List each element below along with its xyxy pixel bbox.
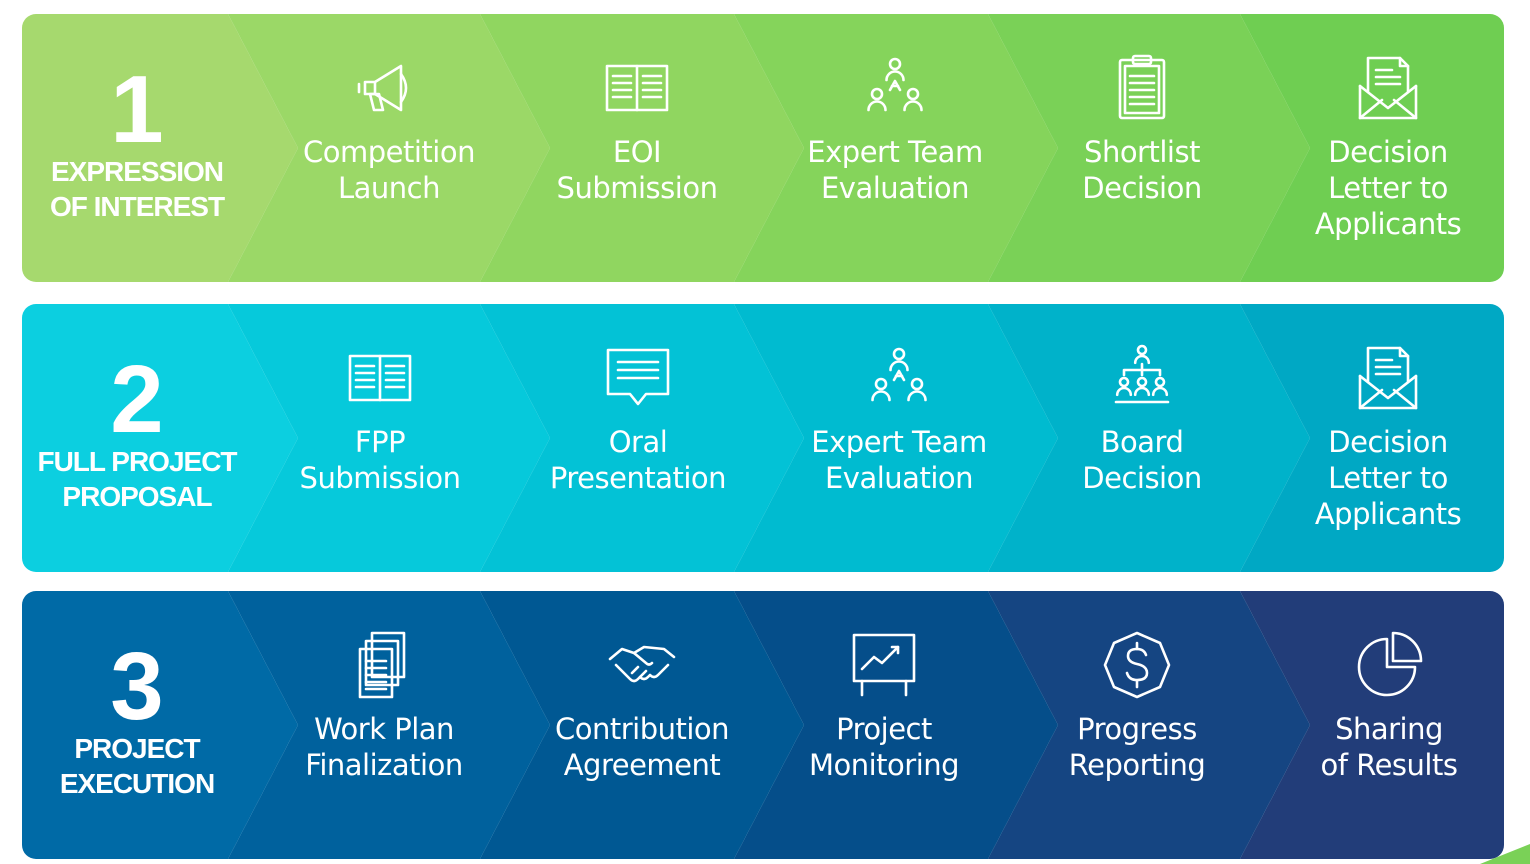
- step: EOI Submission: [511, 14, 763, 282]
- team-icon: [871, 347, 927, 402]
- phase-band-3: 3 PROJECT EXECUTION Work Plan Finalizati…: [22, 591, 1504, 859]
- handshake-icon: [608, 645, 676, 683]
- pie-chart-icon: [1357, 631, 1423, 697]
- step-label: Project Monitoring: [808, 712, 960, 782]
- org-chart-icon: [1106, 342, 1178, 414]
- chart-board-icon: [848, 629, 920, 701]
- step-label: Expert Team Evaluation: [811, 425, 987, 495]
- phase-band-1: 1 EXPRESSION OF INTEREST Competition Lau…: [22, 14, 1504, 282]
- documents-icon: [358, 631, 406, 699]
- phase-number: 3: [110, 633, 164, 740]
- step-label: Competition Launch: [303, 135, 475, 205]
- phase-band-background: [22, 304, 1504, 572]
- phase-title: EXPRESSION OF INTEREST: [49, 156, 225, 222]
- envelope-letter-icon: [1358, 346, 1418, 410]
- step-label: FPP Submission: [299, 425, 461, 495]
- step-label: EOI Submission: [556, 135, 718, 205]
- phase-band-background: [22, 14, 1504, 282]
- dollar-coin-icon: [1103, 631, 1171, 699]
- step-label: Sharing of Results: [1320, 712, 1458, 782]
- chart-board-icon: [852, 633, 916, 697]
- step: Board Decision: [1016, 304, 1268, 572]
- step: Progress Reporting: [1011, 591, 1263, 859]
- step: Project Monitoring: [758, 591, 1010, 859]
- step: Oral Presentation: [512, 304, 764, 572]
- dollar-coin-icon: [1101, 629, 1173, 701]
- open-book-icon: [601, 52, 673, 124]
- pie-chart-icon: [1353, 629, 1425, 701]
- step-label: Shortlist Decision: [1082, 135, 1202, 205]
- phase-header: 1 EXPRESSION OF INTEREST: [22, 14, 252, 282]
- step-label: Progress Reporting: [1068, 712, 1206, 782]
- step-label: Decision Letter to Applicants: [1314, 135, 1462, 241]
- team-icon: [867, 57, 923, 112]
- speech-bubble-icon: [606, 348, 670, 406]
- step: Sharing of Results: [1263, 591, 1504, 859]
- phase-band-2: 2 FULL PROJECT PROPOSAL FPP Submission O…: [22, 304, 1504, 572]
- envelope-letter-icon: [1352, 342, 1424, 414]
- envelope-letter-icon: [1352, 52, 1424, 124]
- megaphone-icon: [353, 52, 425, 124]
- team-icon: [859, 52, 931, 124]
- step: Contribution Agreement: [516, 591, 768, 859]
- org-chart-icon: [1114, 344, 1170, 404]
- step-label: Decision Letter to Applicants: [1314, 425, 1462, 531]
- phase-number: 2: [110, 346, 164, 453]
- phase-header: 2 FULL PROJECT PROPOSAL: [22, 304, 252, 572]
- phase-number: 1: [110, 56, 164, 163]
- corner-accent: [1480, 844, 1530, 864]
- handshake-icon: [606, 629, 678, 701]
- step: Expert Team Evaluation: [773, 304, 1025, 572]
- phase-title: FULL PROJECT PROPOSAL: [37, 446, 237, 512]
- step: Shortlist Decision: [1016, 14, 1268, 282]
- step-label: Board Decision: [1082, 425, 1202, 495]
- megaphone-icon: [357, 64, 408, 112]
- speech-bubble-icon: [602, 342, 674, 414]
- phase-band-background: [22, 591, 1504, 859]
- step: Work Plan Finalization: [258, 591, 510, 859]
- documents-icon: [348, 629, 420, 701]
- open-book-icon: [605, 64, 669, 112]
- step-label: Oral Presentation: [549, 425, 727, 495]
- step-label: Expert Team Evaluation: [807, 135, 983, 205]
- step-label: Contribution Agreement: [554, 712, 730, 782]
- team-icon: [863, 342, 935, 414]
- clipboard-icon: [1106, 52, 1178, 124]
- clipboard-icon: [1118, 54, 1166, 120]
- step: Expert Team Evaluation: [769, 14, 1021, 282]
- phase-title: PROJECT EXECUTION: [59, 733, 215, 799]
- step-label: Work Plan Finalization: [305, 712, 463, 782]
- step: Competition Launch: [263, 14, 515, 282]
- phase-header: 3 PROJECT EXECUTION: [22, 591, 252, 859]
- step: Decision Letter to Applicants: [1262, 14, 1504, 282]
- envelope-letter-icon: [1358, 56, 1418, 120]
- open-book-icon: [348, 354, 412, 402]
- open-book-icon: [344, 342, 416, 414]
- step: Decision Letter to Applicants: [1262, 304, 1504, 572]
- step: FPP Submission: [254, 304, 506, 572]
